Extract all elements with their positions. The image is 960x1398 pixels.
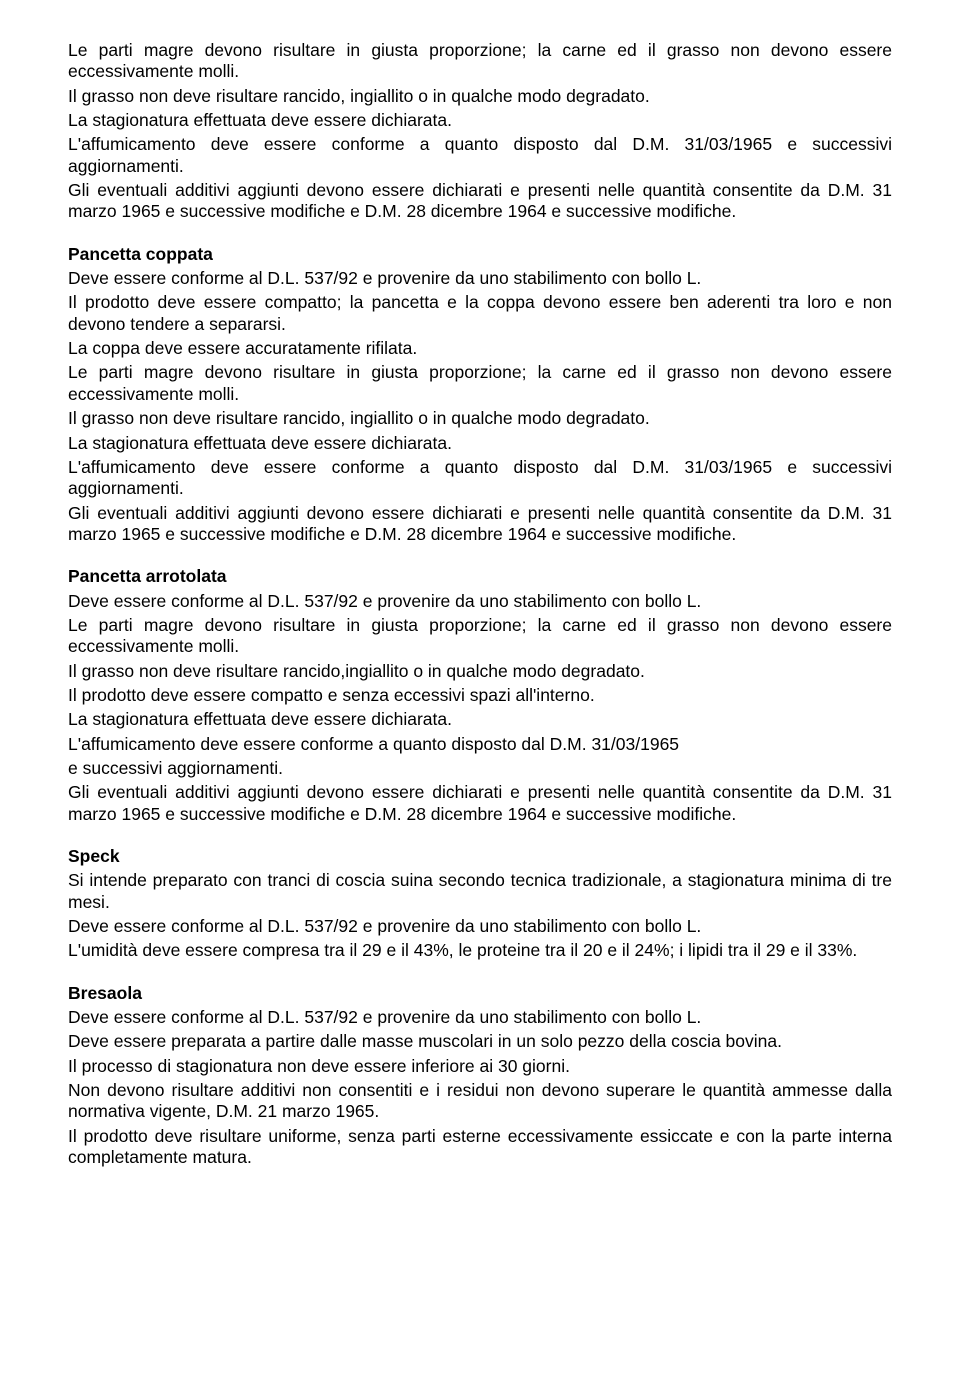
section-heading-pancetta-coppata: Pancetta coppata <box>68 244 892 265</box>
section-paragraph: L'umidità deve essere compresa tra il 29… <box>68 940 892 961</box>
section-spacer <box>68 828 892 846</box>
section-paragraph: Il prodotto deve essere compatto; la pan… <box>68 292 892 335</box>
section-spacer <box>68 226 892 244</box>
section-paragraph: La stagionatura effettuata deve essere d… <box>68 709 892 730</box>
section-paragraph: Il prodotto deve risultare uniforme, sen… <box>68 1126 892 1169</box>
intro-paragraph: L'affumicamento deve essere conforme a q… <box>68 134 892 177</box>
section-paragraph: Deve essere conforme al D.L. 537/92 e pr… <box>68 1007 892 1028</box>
section-paragraph: Il processo di stagionatura non deve ess… <box>68 1056 892 1077</box>
section-paragraph: Deve essere conforme al D.L. 537/92 e pr… <box>68 591 892 612</box>
section-paragraph: Deve essere conforme al D.L. 537/92 e pr… <box>68 916 892 937</box>
section-heading-pancetta-arrotolata: Pancetta arrotolata <box>68 566 892 587</box>
document-page: Le parti magre devono risultare in giust… <box>0 0 960 1398</box>
section-paragraph: Le parti magre devono risultare in giust… <box>68 362 892 405</box>
section-paragraph: e successivi aggiornamenti. <box>68 758 892 779</box>
section-paragraph: Il prodotto deve essere compatto e senza… <box>68 685 892 706</box>
section-paragraph: Deve essere conforme al D.L. 537/92 e pr… <box>68 268 892 289</box>
section-paragraph: Gli eventuali additivi aggiunti devono e… <box>68 782 892 825</box>
intro-paragraph: Gli eventuali additivi aggiunti devono e… <box>68 180 892 223</box>
section-paragraph: La stagionatura effettuata deve essere d… <box>68 433 892 454</box>
intro-paragraph: Il grasso non deve risultare rancido, in… <box>68 86 892 107</box>
section-paragraph: La coppa deve essere accuratamente rifil… <box>68 338 892 359</box>
intro-paragraph: La stagionatura effettuata deve essere d… <box>68 110 892 131</box>
section-paragraph: Le parti magre devono risultare in giust… <box>68 615 892 658</box>
section-spacer <box>68 548 892 566</box>
section-heading-speck: Speck <box>68 846 892 867</box>
section-paragraph: Gli eventuali additivi aggiunti devono e… <box>68 503 892 546</box>
intro-paragraph: Le parti magre devono risultare in giust… <box>68 40 892 83</box>
section-heading-bresaola: Bresaola <box>68 983 892 1004</box>
section-paragraph: L'affumicamento deve essere conforme a q… <box>68 734 892 755</box>
section-paragraph: Si intende preparato con tranci di cosci… <box>68 870 892 913</box>
section-paragraph: L'affumicamento deve essere conforme a q… <box>68 457 892 500</box>
section-paragraph: Deve essere preparata a partire dalle ma… <box>68 1031 892 1052</box>
section-paragraph: Il grasso non deve risultare rancido,ing… <box>68 661 892 682</box>
section-paragraph: Il grasso non deve risultare rancido, in… <box>68 408 892 429</box>
section-paragraph: Non devono risultare additivi non consen… <box>68 1080 892 1123</box>
section-spacer <box>68 965 892 983</box>
